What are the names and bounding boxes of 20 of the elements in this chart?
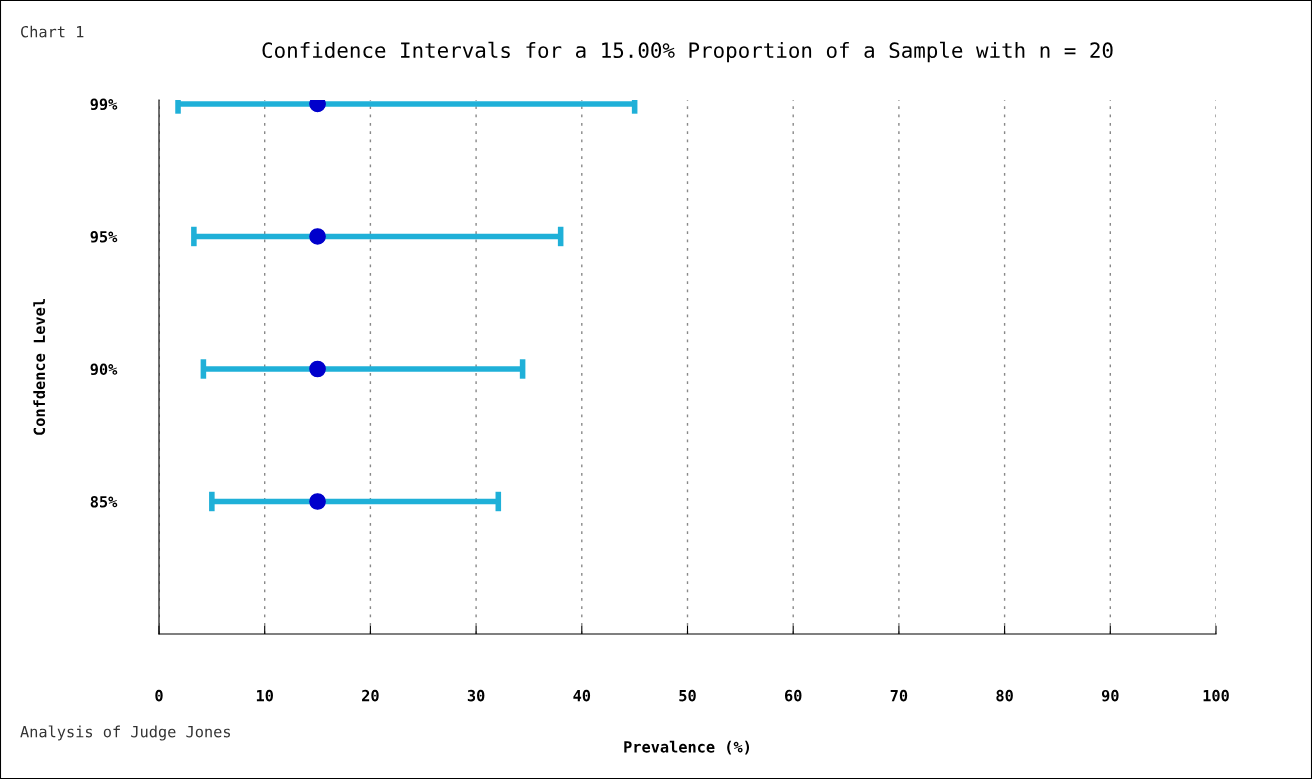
y-tick-label: 90% — [90, 363, 118, 376]
x-tick-label: 70 — [890, 689, 908, 702]
y-tick-label: 99% — [90, 98, 118, 111]
x-tick-label: 30 — [467, 689, 485, 702]
caption: Chart 1 — [21, 25, 84, 38]
x-tick-label: 50 — [679, 689, 696, 702]
x-tick-label: 100 — [1203, 689, 1229, 702]
x-tick-label: 10 — [256, 689, 273, 702]
y-tick-label: 85% — [90, 495, 118, 508]
x-tick-label: 90 — [1101, 689, 1119, 702]
y-axis-title: Confdence Level — [33, 299, 46, 435]
x-tick-label: 0 — [155, 689, 163, 702]
y-tick-label: 95% — [90, 231, 118, 243]
chart-title: Confidence Intervals for a 15.00% Proportion of a Sample with n = 20 — [262, 41, 1113, 63]
x-tick-label: 60 — [784, 689, 802, 702]
x-axis-title: Prevalence (%) — [624, 740, 750, 755]
x-tick-label: 20 — [362, 689, 379, 702]
x-tick-label: 80 — [996, 689, 1013, 702]
text: Analysis of Judge Jones — [20, 725, 231, 741]
x-tick-label: 40 — [573, 689, 591, 702]
